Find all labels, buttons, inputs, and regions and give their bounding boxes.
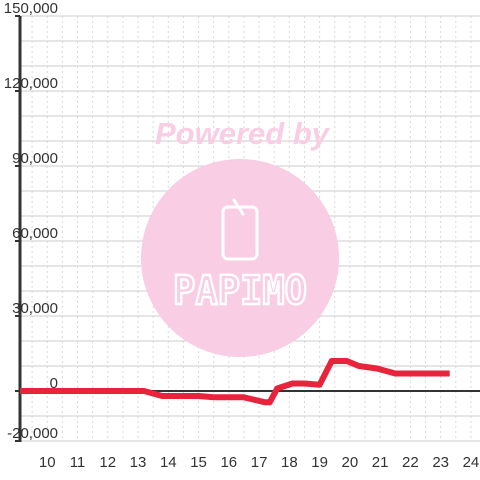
grid bbox=[20, 15, 480, 442]
x-tick-label: 14 bbox=[160, 454, 177, 471]
y-tick-label: 120,000 bbox=[4, 75, 58, 92]
y-tick-label: -20,000 bbox=[7, 425, 58, 442]
x-tick-label: 20 bbox=[342, 454, 359, 471]
watermark-logo-text: PAPIMO bbox=[173, 268, 307, 314]
x-tick-label: 10 bbox=[39, 454, 56, 471]
x-tick-label: 21 bbox=[372, 454, 389, 471]
powered-by-papimo-watermark: Powered by PAPIMO bbox=[141, 116, 339, 357]
y-tick-label: 60,000 bbox=[12, 225, 58, 242]
x-tick-label: 13 bbox=[130, 454, 147, 471]
x-tick-label: 15 bbox=[190, 454, 207, 471]
x-tick-label: 11 bbox=[70, 454, 86, 471]
x-tick-label: 16 bbox=[220, 454, 237, 471]
x-tick-label: 17 bbox=[251, 454, 268, 471]
x-tick-label: 12 bbox=[99, 454, 116, 471]
series-layer bbox=[19, 358, 450, 406]
x-tick-label: 22 bbox=[402, 454, 419, 471]
x-tick-label: 18 bbox=[281, 454, 298, 471]
y-tick-label: 90,000 bbox=[12, 150, 58, 167]
x-tick-label: 24 bbox=[463, 454, 480, 471]
y-tick-label: 30,000 bbox=[12, 300, 58, 317]
y-tick-label: 150,000 bbox=[4, 0, 58, 17]
phone-icon bbox=[221, 198, 259, 261]
tick-labels: 150,000 120,000 90,000 60,000 30,000 0 -20,000… bbox=[4, 0, 479, 471]
series-line bbox=[20, 358, 450, 406]
x-tick-label: 23 bbox=[432, 454, 449, 471]
x-tick-label: 19 bbox=[311, 454, 328, 471]
watermark-powered-by: Powered by bbox=[155, 116, 331, 151]
y-tick-label: 0 bbox=[50, 375, 58, 392]
